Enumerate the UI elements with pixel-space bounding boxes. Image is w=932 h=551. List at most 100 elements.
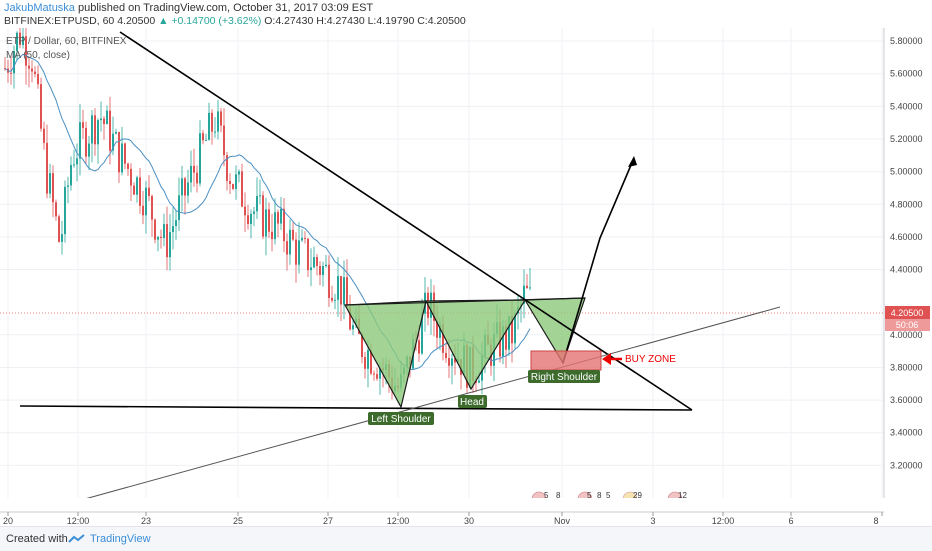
- right-shoulder-label-bg: [528, 370, 600, 383]
- price-chart[interactable]: ETP / Dollar, 60, BITFINEX MA (50, close…: [0, 28, 932, 526]
- candle-down: [361, 333, 363, 358]
- candle-down: [346, 277, 348, 308]
- candle-down: [109, 110, 111, 151]
- price-tick-label: 4.80000: [890, 199, 923, 209]
- candle-up: [106, 110, 108, 125]
- candle-up: [334, 299, 336, 301]
- candle-up: [172, 226, 174, 233]
- candle-up: [91, 115, 93, 144]
- author-link[interactable]: JakubMatuska: [4, 2, 75, 14]
- candle-up: [256, 196, 258, 212]
- candle-up: [145, 187, 147, 216]
- candle-down: [211, 112, 213, 132]
- chart-header: JakubMatuska published on TradingView.co…: [0, 0, 932, 28]
- candle-up: [79, 122, 81, 159]
- price-tick-label: 4.40000: [890, 265, 923, 275]
- left-shoulder-label-bg: [368, 412, 434, 425]
- price-tick-label: 5.20000: [890, 134, 923, 144]
- candle-down: [202, 133, 204, 141]
- candle-down: [160, 236, 162, 239]
- descending-trendline: [119, 31, 693, 411]
- time-tick-label: Nov: [554, 516, 571, 526]
- candle-up: [199, 133, 201, 184]
- candle-up: [280, 208, 282, 224]
- projection-line: [562, 157, 635, 364]
- candle-up: [157, 236, 159, 240]
- candle-up: [529, 287, 531, 289]
- event-count-5: 5: [606, 491, 611, 500]
- candle-down: [19, 32, 21, 46]
- candle-up: [190, 165, 192, 183]
- candle-down: [526, 285, 528, 289]
- candle-down: [184, 178, 186, 196]
- price-tick-label: 5.60000: [890, 69, 923, 79]
- time-tick-label: 30: [464, 516, 474, 526]
- candle-up: [253, 211, 255, 214]
- candle-down: [454, 358, 456, 363]
- candle-down: [268, 209, 270, 232]
- candle-down: [304, 237, 306, 239]
- candle-down: [37, 74, 39, 85]
- candle-down: [220, 111, 222, 126]
- price-tick-label: 5.00000: [890, 167, 923, 177]
- candle-up: [235, 174, 237, 189]
- time-tick-label: 3: [650, 516, 655, 526]
- candle-down: [133, 185, 135, 195]
- up-arrow-icon: ▲: [158, 15, 169, 27]
- candle-down: [196, 172, 198, 184]
- candle-up: [13, 51, 15, 74]
- candle-up: [214, 131, 216, 133]
- candle-up: [439, 324, 441, 338]
- time-tick-label: 8: [873, 516, 878, 526]
- candle-up: [514, 313, 516, 344]
- footer: Created with TradingView: [0, 526, 932, 551]
- candle-down: [505, 326, 507, 350]
- candle-down: [58, 216, 60, 242]
- candle-down: [511, 315, 513, 344]
- price-tick-label: 3.80000: [890, 362, 923, 372]
- candle-up: [250, 213, 252, 225]
- candle-down: [262, 195, 264, 237]
- candle-up: [112, 133, 114, 151]
- candle-up: [67, 185, 69, 187]
- price-tick-labels: 5.80000 5.60000 5.40000 5.20000 5.00000 4.800…: [890, 36, 923, 470]
- candle-up: [523, 285, 525, 304]
- time-tick-label: 23: [141, 516, 151, 526]
- candle-down: [232, 184, 234, 189]
- candle-up: [175, 220, 177, 227]
- candle-down: [25, 36, 27, 66]
- candle-up: [379, 368, 381, 379]
- symbol-line: BITFINEX:ETPUSD, 60: [4, 15, 115, 27]
- event-count-6: 29: [633, 491, 642, 500]
- candle-up: [97, 120, 99, 145]
- candle-up: [208, 112, 210, 140]
- projection-arrow-icon: [628, 156, 637, 167]
- right-shoulder-label: Right Shoulder: [531, 372, 598, 383]
- time-tick-label: 12:00: [387, 516, 410, 526]
- event-count-4: 8: [597, 491, 602, 500]
- candle-up: [181, 178, 183, 196]
- event-count-1: 5: [544, 491, 549, 500]
- countdown-tag: [885, 319, 930, 331]
- candle-down: [364, 357, 366, 369]
- time-tick-label: 25: [233, 516, 243, 526]
- candle-up: [187, 182, 189, 196]
- candle-up: [22, 36, 24, 46]
- support-line: [19, 405, 693, 411]
- candle-down: [286, 241, 288, 255]
- candle-up: [178, 195, 180, 221]
- price-tick-label: 5.40000: [890, 101, 923, 111]
- candle-down: [349, 307, 351, 330]
- candle-up: [313, 257, 315, 268]
- ohlc-values: O:4.27430 H:4.27430 L:4.19790 C:4.20500: [264, 15, 466, 27]
- moving-average-line: [4, 53, 531, 371]
- candle-up: [301, 237, 303, 241]
- candle-down: [316, 257, 318, 267]
- price-axis[interactable]: [884, 28, 932, 498]
- candle-down: [223, 125, 225, 156]
- event-count-3: 5: [587, 491, 592, 500]
- candle-down: [295, 239, 297, 265]
- candle-down: [328, 264, 330, 298]
- candle-up: [115, 132, 117, 134]
- tradingview-brand-link[interactable]: TradingView: [90, 533, 151, 545]
